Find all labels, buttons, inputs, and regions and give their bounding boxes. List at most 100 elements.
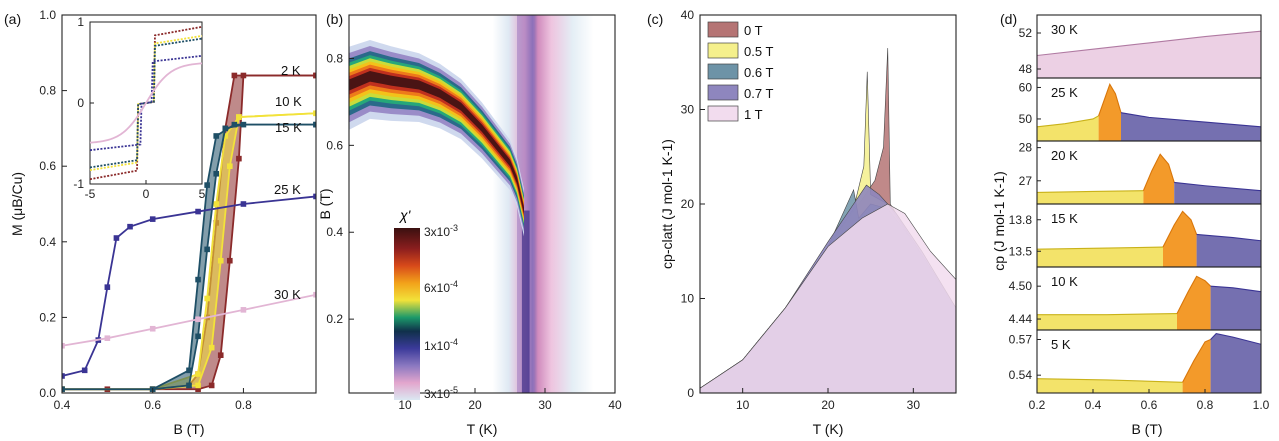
- data-point: [62, 386, 65, 393]
- data-point: [313, 291, 316, 298]
- subpanel-1: 60 50 25 K: [1019, 77, 1262, 142]
- panel-label-d: (d): [1000, 11, 1017, 27]
- y-tick-label-d: 4.50: [1009, 279, 1033, 293]
- x-tick-label-d: 0.6: [1141, 398, 1158, 412]
- data-point: [104, 335, 111, 341]
- inset-y-tick: 1: [77, 15, 84, 29]
- panel-label-a: (a): [4, 11, 21, 27]
- data-point: [240, 307, 247, 313]
- x-axis-label-a: B (T): [173, 421, 204, 437]
- subpanel-3: 13.8 13.5 15 K: [1009, 203, 1262, 268]
- series-label-a: 10 K: [275, 94, 302, 109]
- series-line-3-up: [62, 195, 316, 377]
- data-point: [149, 325, 156, 332]
- x-tick-label-d: 0.8: [1197, 398, 1214, 412]
- legend-label: 0 T: [744, 23, 763, 38]
- x-tick-label-c: 30: [907, 398, 921, 412]
- x-tick-label-a: 0.8: [235, 398, 252, 412]
- segment-blue: [1210, 286, 1261, 330]
- transition-core: [521, 210, 530, 393]
- data-point: [217, 257, 224, 264]
- y-tick-label-d: 0.54: [1009, 368, 1033, 382]
- data-point: [236, 114, 242, 120]
- y-tick-label-d: 50: [1019, 112, 1033, 126]
- legend-swatch: [707, 84, 739, 101]
- colorbar-tick-label: 1x10-4: [424, 337, 458, 353]
- inset-hysteresis: -5 0 5 -1 0 1: [73, 15, 205, 201]
- segment-line: [1037, 313, 1178, 316]
- y-tick-label-d: 27: [1019, 174, 1033, 188]
- data-point: [240, 201, 247, 207]
- data-point: [227, 257, 233, 264]
- y-tick-label-a: 0.4: [39, 235, 56, 249]
- data-point: [213, 133, 220, 139]
- segment-line: [1142, 153, 1175, 191]
- data-point: [195, 386, 201, 393]
- colorbar-label: χ': [398, 207, 412, 223]
- legend-label: 0.5 T: [744, 44, 773, 59]
- y-tick-label-d: 52: [1019, 26, 1033, 40]
- data-point: [213, 170, 220, 177]
- inset-loop: [89, 37, 203, 169]
- data-point: [204, 295, 210, 302]
- colorbar-tick-label: 3x10-3: [424, 223, 458, 239]
- data-point: [204, 182, 210, 188]
- x-tick-label-a: 0.4: [54, 398, 71, 412]
- series-label-a: 25 K: [274, 182, 301, 197]
- axes-frame-a: [61, 14, 317, 394]
- panel-label-c: (c): [647, 11, 663, 27]
- segment-line: [1037, 115, 1099, 128]
- contour-level-4: [349, 58, 524, 224]
- segment-line: [1182, 339, 1211, 383]
- segment-blue: [1210, 333, 1261, 393]
- x-axis-label-d: B (T): [1131, 421, 1162, 437]
- data-point: [231, 72, 238, 79]
- y-tick-label-c: 30: [681, 103, 695, 117]
- data-point: [208, 344, 215, 351]
- y-tick-label-b: 0.4: [326, 225, 343, 239]
- segment-yellow: [1037, 378, 1183, 393]
- y-axis-label-a: M (μB/Cu): [9, 172, 25, 236]
- data-point: [127, 223, 133, 230]
- x-tick-label-b: 40: [608, 398, 622, 412]
- y-tick-label-a: 0.6: [39, 159, 56, 173]
- segment-line: [1098, 83, 1122, 116]
- data-point: [213, 201, 220, 207]
- y-tick-label-d: 0.57: [1009, 333, 1033, 347]
- inset-loop: [89, 34, 203, 172]
- panel-label-b: (b): [326, 11, 343, 27]
- segment-orange: [1143, 154, 1175, 204]
- segment-line: [1162, 210, 1198, 248]
- y-tick-label-b: 0.6: [326, 138, 343, 152]
- data-point: [231, 121, 238, 128]
- segment-pink: [1037, 31, 1261, 78]
- y-tick-label-c: 20: [681, 197, 695, 211]
- subpanel-2: 28 27 20 K: [1019, 140, 1262, 205]
- segment-orange: [1177, 276, 1211, 330]
- segment-line: [1176, 275, 1211, 314]
- data-point: [186, 382, 192, 389]
- legend-swatch: [707, 21, 739, 38]
- data-point: [313, 193, 316, 200]
- data-point: [313, 72, 316, 79]
- subpanel-label: 15 K: [1051, 211, 1078, 226]
- panel-d: 52 48 30 K 60 50 25 K 28 27 20 K 13.8 13.5 15 K 4.50…: [991, 11, 1270, 437]
- subpanel-label: 20 K: [1051, 148, 1078, 163]
- segment-yellow: [1037, 190, 1144, 204]
- inset-x-tick: 0: [143, 187, 150, 201]
- data-point: [195, 276, 201, 283]
- colorbar-tick-label: 3x10-5: [424, 385, 458, 401]
- data-point: [62, 342, 65, 349]
- inset-loop: [89, 25, 203, 181]
- segment-blue: [1174, 182, 1261, 204]
- data-point: [195, 382, 201, 389]
- data-point: [195, 371, 201, 377]
- segment-blue: [1196, 234, 1261, 267]
- segment-orange: [1182, 339, 1211, 393]
- y-tick-label-a: 0.0: [39, 386, 56, 400]
- data-point: [313, 110, 316, 117]
- subpanel-0: 52 48 30 K: [1019, 14, 1262, 79]
- segment-line: [1037, 378, 1183, 383]
- panel-b: 10 20 30 400.20.40.60.8 (b) T (K) B (T) χ' …: [317, 11, 622, 437]
